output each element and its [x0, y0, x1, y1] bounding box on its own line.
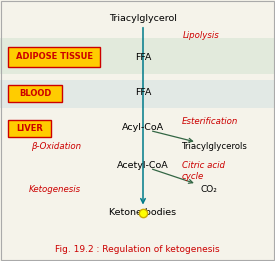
Text: Lipolysis: Lipolysis	[183, 31, 220, 40]
Bar	[8, 85, 62, 102]
Text: Acyl-CoA: Acyl-CoA	[122, 123, 164, 132]
Text: BLOOD: BLOOD	[19, 89, 51, 98]
Text: Acetyl-CoA: Acetyl-CoA	[117, 161, 169, 170]
Text: Triacylglycerol: Triacylglycerol	[109, 14, 177, 23]
Bar	[8, 120, 51, 137]
Text: Esterification: Esterification	[182, 117, 238, 126]
Text: FFA: FFA	[135, 53, 151, 62]
Text: FFA: FFA	[135, 88, 151, 97]
Text: Citric acid
cycle: Citric acid cycle	[182, 161, 224, 181]
Text: CO₂: CO₂	[200, 185, 218, 194]
Bar	[0, 80, 275, 108]
Text: LIVER: LIVER	[16, 124, 43, 133]
Text: Fig. 19.2 : Regulation of ketogenesis: Fig. 19.2 : Regulation of ketogenesis	[55, 245, 220, 254]
Text: Ketone bodies: Ketone bodies	[109, 208, 177, 217]
Text: Triacylglycerols: Triacylglycerols	[182, 142, 248, 151]
Bar	[0, 38, 275, 74]
Bar	[8, 47, 100, 67]
Text: Ketogenesis: Ketogenesis	[29, 185, 81, 194]
Text: β-Oxidation: β-Oxidation	[31, 142, 81, 151]
Text: ADIPOSE TISSUE: ADIPOSE TISSUE	[16, 52, 93, 61]
